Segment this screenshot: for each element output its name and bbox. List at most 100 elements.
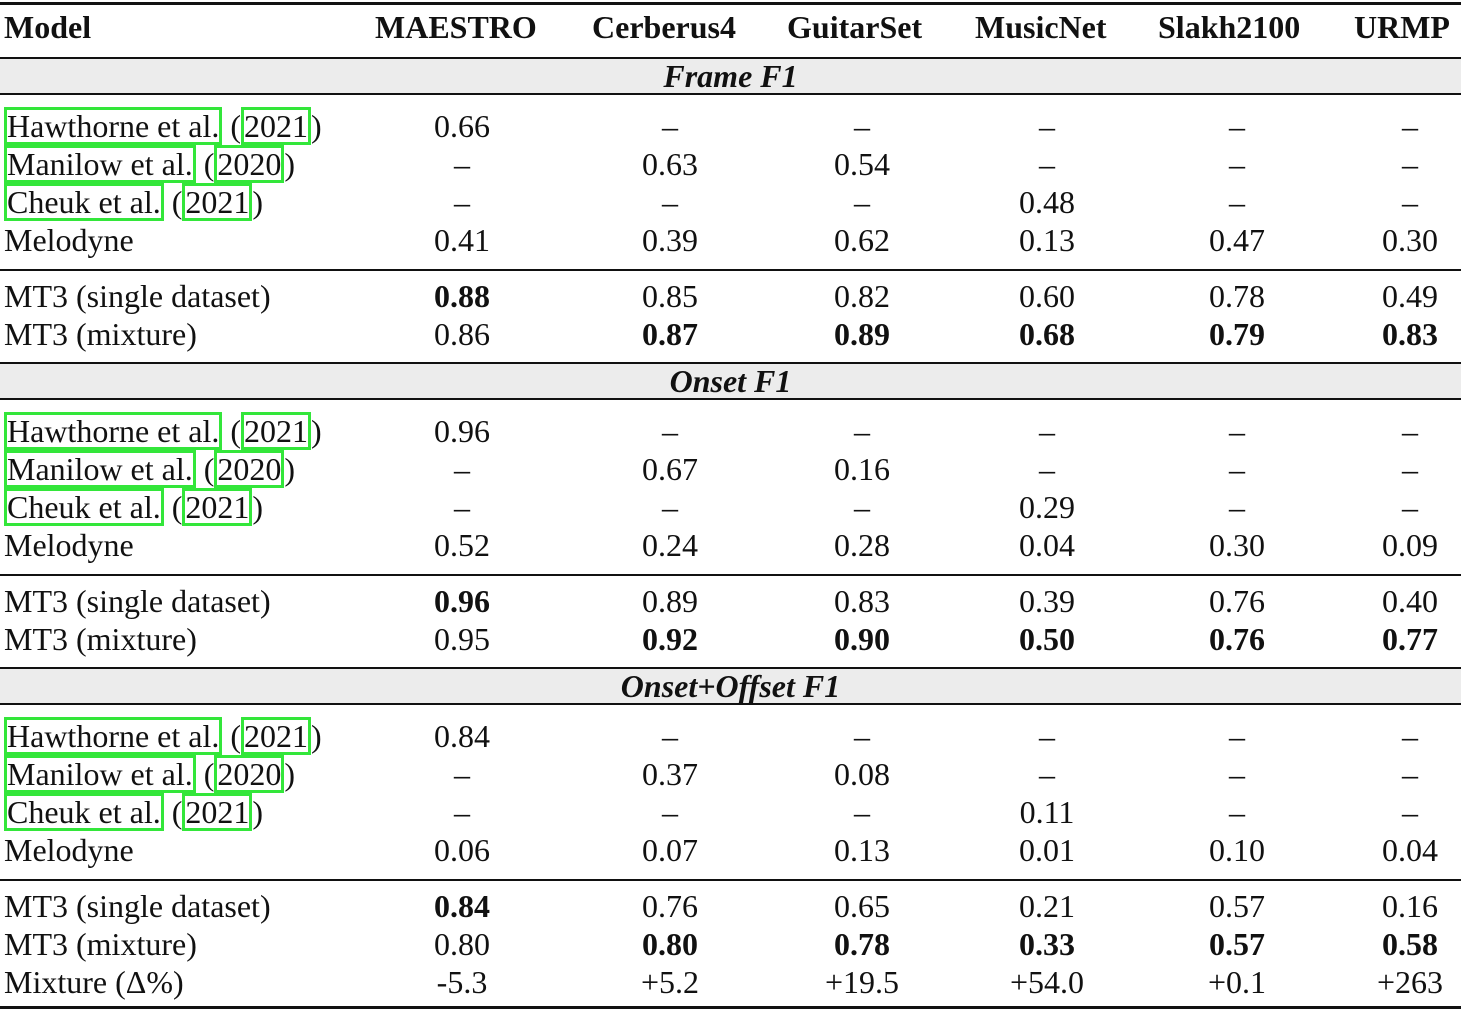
citation-author-link[interactable]: Manilow et al.: [4, 145, 196, 183]
table-cell: 0.80: [434, 926, 490, 962]
model-name: MT3 (single dataset): [4, 888, 271, 924]
column-header-maestro: MAESTRO: [375, 9, 537, 45]
model-name: MT3 (single dataset): [4, 583, 271, 619]
table-cell: –: [454, 756, 470, 792]
model-name: Mixture (Δ%): [4, 964, 184, 1000]
table-cell: 0.78: [834, 926, 890, 962]
table-cell: 0.28: [834, 527, 890, 563]
table-row: Manilow et al. (2020) – 0.67 0.16 – – –: [0, 450, 1461, 488]
table-row: MT3 (mixture) 0.80 0.80 0.78 0.33 0.57 0.58: [0, 925, 1461, 963]
section-header: Frame F1: [0, 57, 1461, 95]
table-row: Cheuk et al. (2021) – – – 0.11 – –: [0, 793, 1461, 831]
table-cell: –: [1229, 184, 1245, 220]
table-cell: 0.54: [834, 146, 890, 182]
table-cell: –: [1039, 718, 1055, 754]
table-cell: –: [662, 184, 678, 220]
model-name: Manilow et al. (2020): [4, 755, 295, 793]
citation-author-link[interactable]: Cheuk et al.: [4, 793, 164, 831]
table-cell: 0.95: [434, 621, 490, 657]
citation-year-link[interactable]: 2021: [241, 107, 312, 145]
table-cell: +54.0: [1009, 964, 1085, 1000]
table-cell: –: [1402, 108, 1418, 144]
citation-year-link[interactable]: 2021: [241, 717, 312, 755]
citation-author-link[interactable]: Cheuk et al.: [4, 488, 164, 526]
table-cell: 0.87: [642, 316, 698, 352]
table-row: Melodyne 0.52 0.24 0.28 0.04 0.30 0.09: [0, 526, 1461, 564]
column-header-slakh2100: Slakh2100: [1158, 9, 1301, 45]
table-cell: 0.86: [434, 316, 490, 352]
row-separator: [0, 574, 1461, 576]
row-separator: [0, 269, 1461, 271]
table-cell: 0.13: [1019, 222, 1075, 258]
table-cell: 0.08: [834, 756, 890, 792]
table-cell: –: [1039, 451, 1055, 487]
citation-year-link[interactable]: 2021: [182, 793, 253, 831]
table-cell: 0.76: [1209, 583, 1265, 619]
table-cell: 0.89: [834, 316, 890, 352]
top-rule: [0, 2, 1461, 5]
paren-open: (: [195, 756, 215, 792]
table-cell: +5.2: [640, 964, 700, 1000]
citation-author-link[interactable]: Manilow et al.: [4, 755, 196, 793]
section-header: Onset F1: [0, 362, 1461, 400]
paren-close: ): [252, 794, 264, 830]
model-name: MT3 (mixture): [4, 316, 197, 352]
table-cell: 0.11: [1019, 794, 1075, 830]
citation-author-link[interactable]: Hawthorne et al.: [4, 717, 223, 755]
model-name: Manilow et al. (2020): [4, 450, 295, 488]
table-cell: –: [454, 146, 470, 182]
citation-author-link[interactable]: Manilow et al.: [4, 450, 196, 488]
table-cell: –: [662, 413, 678, 449]
paren-open: (: [163, 794, 183, 830]
citation-year-link[interactable]: 2021: [182, 183, 253, 221]
citation-year-link[interactable]: 2020: [214, 755, 285, 793]
table-cell: –: [662, 108, 678, 144]
model-name: Hawthorne et al. (2021): [4, 412, 322, 450]
table-cell: 0.09: [1382, 527, 1438, 563]
citation-year-link[interactable]: 2020: [214, 145, 285, 183]
table-row: Hawthorne et al. (2021) 0.66 – – – – –: [0, 107, 1461, 145]
citation-year-link[interactable]: 2020: [214, 450, 285, 488]
citation-year-link[interactable]: 2021: [241, 412, 312, 450]
paren-open: (: [163, 489, 183, 525]
table-cell: –: [454, 451, 470, 487]
table-cell: 0.96: [434, 413, 490, 449]
paren-close: ): [252, 489, 264, 525]
table-cell: 0.57: [1209, 926, 1265, 962]
table-cell: 0.29: [1019, 489, 1075, 525]
model-name: Manilow et al. (2020): [4, 145, 295, 183]
table-cell: –: [1229, 413, 1245, 449]
table-cell: –: [1402, 489, 1418, 525]
citation-author-link[interactable]: Cheuk et al.: [4, 183, 164, 221]
paren-close: ): [252, 184, 264, 220]
table-cell: 0.83: [1382, 316, 1438, 352]
model-name: Melodyne: [4, 832, 134, 868]
column-header-model: Model: [4, 9, 92, 45]
table-row: MT3 (single dataset) 0.84 0.76 0.65 0.21 0.57…: [0, 887, 1461, 925]
table-cell: –: [1229, 489, 1245, 525]
table-cell: –: [854, 794, 870, 830]
table-cell: 0.68: [1019, 316, 1075, 352]
table-cell: –: [662, 794, 678, 830]
table-cell: 0.89: [642, 583, 698, 619]
section-title: Onset F1: [669, 363, 792, 399]
table-row: Mixture (Δ%) -5.3 +5.2 +19.5 +54.0 +0.1 +263: [0, 963, 1461, 1001]
citation-author-link[interactable]: Hawthorne et al.: [4, 107, 223, 145]
table-cell: 0.77: [1382, 621, 1438, 657]
table-cell: –: [854, 413, 870, 449]
table-cell: 0.10: [1209, 832, 1265, 868]
model-name: MT3 (mixture): [4, 926, 197, 962]
citation-year-link[interactable]: 2021: [182, 488, 253, 526]
paren-open: (: [222, 108, 242, 144]
citation-author-link[interactable]: Hawthorne et al.: [4, 412, 223, 450]
table-cell: –: [1229, 718, 1245, 754]
table-cell: 0.41: [434, 222, 490, 258]
table-cell: –: [1039, 756, 1055, 792]
section-header: Onset+Offset F1: [0, 667, 1461, 705]
table-cell: 0.49: [1382, 278, 1438, 314]
table-row: Cheuk et al. (2021) – – – 0.48 – –: [0, 183, 1461, 221]
table-cell: 0.52: [434, 527, 490, 563]
table-cell: –: [1402, 146, 1418, 182]
table-row: Manilow et al. (2020) – 0.63 0.54 – – –: [0, 145, 1461, 183]
table-cell: 0.58: [1382, 926, 1438, 962]
